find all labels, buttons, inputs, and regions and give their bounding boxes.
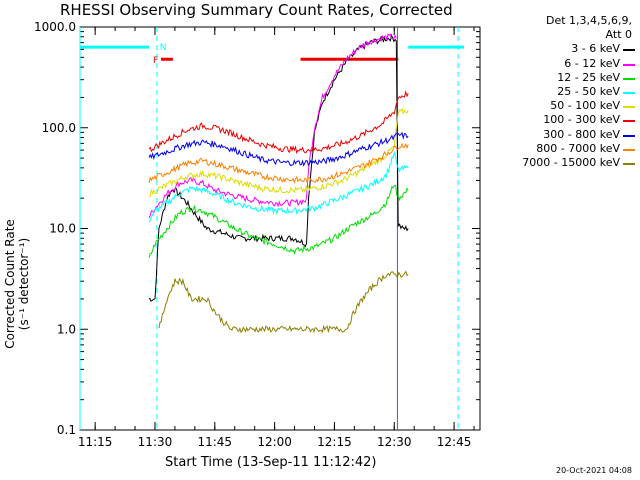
legend-swatch [623,63,635,66]
x-axis-label: Start Time (13-Sep-11 11:12:42) [165,455,377,470]
series-line [148,150,409,223]
y-tick-label: 1.0 [57,322,76,336]
x-tick-label: 12:30 [377,435,412,449]
y-tick-label: 1000.0 [34,20,76,34]
series-line [148,184,409,258]
legend-attenuator: Att 0 [605,28,632,42]
legend-entry: 300 - 800 keV [486,128,636,142]
y-tick-label: 10.0 [49,222,76,236]
x-tick-label: 11:30 [138,435,173,449]
series-line [148,142,409,185]
legend-swatch [623,49,635,52]
legend-entry: 7000 - 15000 keV [486,156,636,170]
x-tick-label: 12:00 [257,435,292,449]
chart-title: RHESSI Observing Summary Count Rates, Co… [60,1,453,19]
legend-swatch [623,77,635,80]
legend-swatch [623,92,635,95]
legend-swatch [623,163,635,166]
flare-flag-label: F [153,56,158,66]
series-line [148,131,409,167]
series-line [148,107,409,198]
legend: Det 1,3,4,5,6,9, Att 0 3 - 6 keV 6 - 12 … [486,14,636,170]
night-flag-label: N [160,43,167,53]
legend-entry: 800 - 7000 keV [486,142,636,156]
y-tick-label: 0.1 [57,423,76,437]
legend-swatch [623,148,635,151]
y-axis-label: Corrected Count Rate (s⁻¹ detector⁻¹) [3,219,31,349]
series-line [158,270,409,334]
legend-entry: 3 - 6 keV [486,42,636,56]
legend-entry: 6 - 12 keV [486,57,636,71]
series-line [148,33,397,219]
legend-swatch [623,106,635,109]
legend-swatch [623,120,635,123]
series-line [148,90,409,155]
legend-entry: 12 - 25 keV [486,71,636,85]
legend-entry: 100 - 300 keV [486,113,636,127]
legend-swatch [623,134,635,137]
legend-entry: 25 - 50 keV [486,85,636,99]
x-tick-label: 12:15 [317,435,352,449]
y-tick-label: 100.0 [42,121,76,135]
legend-header: Det 1,3,4,5,6,9, [545,14,632,27]
plot-frame [79,26,481,431]
x-tick-label: 11:45 [197,435,232,449]
generation-timestamp: 20-Oct-2021 04:08 [556,466,632,475]
x-tick-label: 12:45 [437,435,472,449]
legend-entry: 50 - 100 keV [486,99,636,113]
x-tick-label: 11:15 [78,435,113,449]
